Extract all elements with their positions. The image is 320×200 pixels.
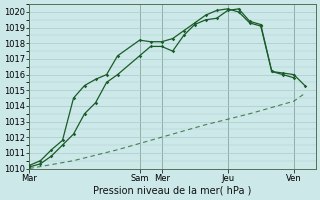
X-axis label: Pression niveau de la mer( hPa ): Pression niveau de la mer( hPa ) [93, 186, 252, 196]
